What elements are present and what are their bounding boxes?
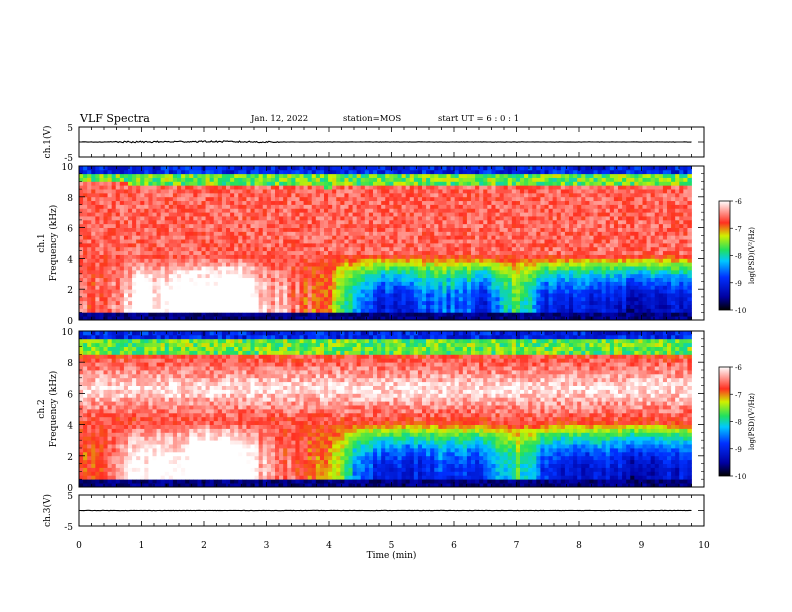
xtick-label: 3 xyxy=(264,541,270,551)
figure-date: Jan. 12, 2022 xyxy=(251,114,309,124)
ch2-spectrogram-ytick-label: 6 xyxy=(67,390,73,400)
xtick-label: 1 xyxy=(139,541,145,551)
ch1-waveform-ytick-label: 5 xyxy=(67,124,73,134)
ch2-spectrogram-ytick-label: 2 xyxy=(67,453,73,463)
xtick-label: 7 xyxy=(514,541,520,551)
xtick-label: 4 xyxy=(326,541,332,551)
ch2-spectrogram-image xyxy=(79,331,692,488)
xtick-label: 0 xyxy=(76,541,82,551)
ch2-spectrogram-colorbar-tick-label: -10 xyxy=(735,473,746,481)
ch1-spectrogram-image xyxy=(79,166,692,321)
xtick-label: 8 xyxy=(576,541,582,551)
ch3-waveform-ylabel: ch.3(V) xyxy=(42,494,53,527)
ch1-spectrogram-colorbar-tick-label: -7 xyxy=(735,225,742,233)
ch3-waveform-ytick-label: 5 xyxy=(67,492,73,502)
ch2-spectrogram-ytick-label: 10 xyxy=(62,328,74,338)
ch1-spectrogram-ytick-label: 4 xyxy=(67,255,73,265)
ch2-spectrogram-ytick-label: 4 xyxy=(67,422,73,432)
ch1-spectrogram-colorbar xyxy=(718,200,731,311)
xaxis-label: Time (min) xyxy=(367,550,417,561)
ch2-spectrogram-ytick-label: 0 xyxy=(67,484,73,494)
ch1-spectrogram-ytick-label: 6 xyxy=(67,225,73,235)
xtick-label: 10 xyxy=(698,541,710,551)
ch1-spectrogram-colorbar-label: log(PSD)(V²/Hz) xyxy=(748,227,756,284)
ch1-waveform-trace xyxy=(78,140,692,144)
figure-title: VLF Spectra xyxy=(80,112,150,125)
ch1-spectrogram-ylabel: ch.1 xyxy=(37,233,47,252)
ch2-spectrogram-ylabel-frequency: Frequency (kHz) xyxy=(48,371,59,448)
xtick-label: 6 xyxy=(451,541,457,551)
xtick-label: 2 xyxy=(201,541,207,551)
ch2-spectrogram-colorbar-tick-label: -6 xyxy=(735,364,742,372)
ch3-waveform-ytick-label: -5 xyxy=(64,523,73,533)
ch1-waveform-ylabel: ch.1(V) xyxy=(42,126,53,159)
ch1-spectrogram-colorbar-tick-label: -10 xyxy=(735,307,746,315)
figure-start-time: start UT = 6 : 0 : 1 xyxy=(438,114,520,124)
ch2-spectrogram-colorbar-tick-label: -7 xyxy=(735,391,742,399)
ch1-spectrogram-colorbar-tick-label: -8 xyxy=(735,253,742,261)
ch2-spectrogram-ytick-label: 8 xyxy=(67,359,73,369)
xtick-label: 5 xyxy=(389,541,395,551)
ch1-spectrogram-colorbar-tick-label: -9 xyxy=(735,280,742,288)
figure-station: station=MOS xyxy=(343,114,402,124)
ch2-spectrogram-colorbar-label: log(PSD)(V²/Hz) xyxy=(748,393,756,450)
ch1-spectrogram-colorbar-tick-label: -6 xyxy=(735,198,742,206)
ch1-spectrogram-ytick-label: 2 xyxy=(67,286,73,296)
xtick-label: 9 xyxy=(639,541,645,551)
ch2-spectrogram-colorbar-tick-label: -8 xyxy=(735,419,742,427)
ch1-waveform-ytick-label: -5 xyxy=(64,154,73,164)
ch2-spectrogram-colorbar-tick-label: -9 xyxy=(735,446,742,454)
ch1-spectrogram-ylabel-frequency: Frequency (kHz) xyxy=(48,205,59,282)
ch2-spectrogram-colorbar xyxy=(718,366,731,477)
ch1-spectrogram-ytick-label: 0 xyxy=(67,317,73,327)
ch1-spectrogram-ytick-label: 8 xyxy=(67,194,73,204)
ch2-spectrogram-ylabel: ch.2 xyxy=(37,399,47,418)
ch1-spectrogram-ytick-label: 10 xyxy=(62,163,74,173)
